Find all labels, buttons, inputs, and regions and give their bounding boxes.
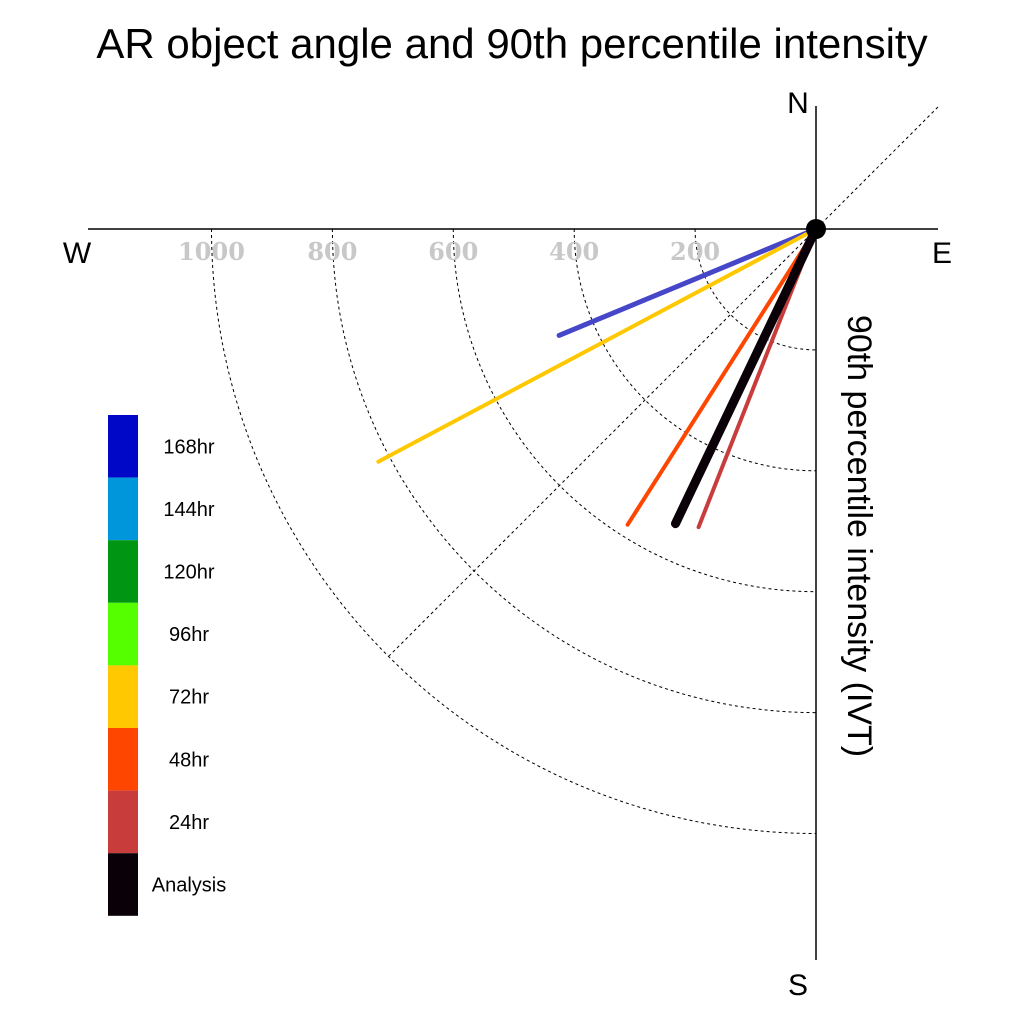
grid-ring-800 <box>331 228 817 714</box>
legend-swatch-144hr <box>108 477 138 541</box>
grid <box>211 106 939 834</box>
tick-label-1000: 1000 <box>178 237 245 266</box>
radial-ticks: 200 400 600 800 1000 <box>178 237 720 266</box>
tick-label-600: 600 <box>428 237 478 266</box>
legend-swatch-analysis <box>108 853 138 916</box>
legend-swatch-48hr <box>108 728 138 791</box>
compass-east: E <box>932 237 952 270</box>
grid-ring-400 <box>573 228 817 472</box>
compass-south: S <box>788 969 808 1002</box>
compass-west: W <box>63 237 92 270</box>
series-line-analysis <box>670 224 821 529</box>
legend-swatch-24hr <box>108 790 138 854</box>
origin-point <box>806 219 826 239</box>
legend-label-96hr: 96hr <box>169 624 209 646</box>
legend-label-analysis: Analysis <box>152 875 226 897</box>
tick-label-200: 200 <box>670 237 720 266</box>
legend-swatch-168hr <box>108 415 138 478</box>
series <box>376 224 821 530</box>
legend-label-24hr: 24hr <box>169 812 209 834</box>
legend: 168hr 144hr 120hr 96hr 72hr 48hr 24hr Analysis <box>108 415 226 916</box>
series-line-168hr <box>556 226 819 338</box>
legend-label-120hr: 120hr <box>163 562 214 584</box>
legend-swatch-96hr <box>108 602 138 666</box>
grid-ring-200 <box>694 228 817 351</box>
axes <box>88 106 938 960</box>
chart-title: AR object angle and 90th percentile inte… <box>96 20 927 67</box>
tick-label-800: 800 <box>307 237 357 266</box>
series-line-48hr <box>625 227 818 527</box>
legend-label-144hr: 144hr <box>163 499 214 521</box>
series-line-72hr <box>376 227 818 464</box>
legend-label-48hr: 48hr <box>169 749 209 771</box>
compass-north: N <box>787 87 809 120</box>
legend-label-168hr: 168hr <box>163 436 214 458</box>
legend-label-72hr: 72hr <box>169 687 209 709</box>
radial-axis-label: 90th percentile intensity (IVT) <box>840 315 878 757</box>
legend-swatch-72hr <box>108 665 138 728</box>
legend-swatch-120hr <box>108 540 138 603</box>
tick-label-400: 400 <box>549 237 599 266</box>
